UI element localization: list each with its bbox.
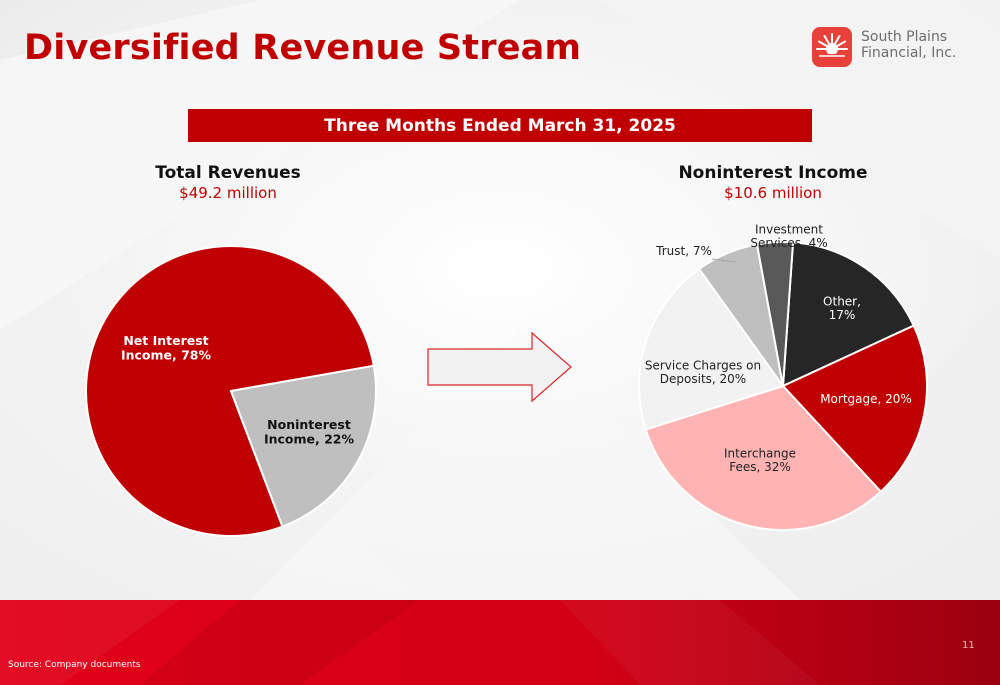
leader-line-trust xyxy=(711,258,737,263)
noninterest-income-pie: Other, 17% Mortgage, 20% Interchange Fees, 3… xyxy=(638,222,928,531)
noninterest-income-title: Noninterest Income xyxy=(678,163,868,183)
source-note: Source: Company documents xyxy=(8,660,141,670)
data-label-trust: Trust, 7% xyxy=(655,244,712,258)
noninterest-income-amount: $10.6 million xyxy=(724,184,822,202)
pie-slice-investment-services xyxy=(755,241,795,387)
right-arrow-icon xyxy=(427,331,572,403)
footer-band xyxy=(0,600,1000,685)
pie-slice-other xyxy=(781,241,916,388)
pie-slice-interchange-fees xyxy=(644,384,883,531)
charts-canvas: Net Interest Income, 78% Noninterest Income… xyxy=(85,222,928,537)
total-revenues-title: Total Revenues xyxy=(155,163,301,183)
data-label-mortgage: Mortgage, 20% xyxy=(820,392,912,406)
pie-slice-noninterest-income xyxy=(229,364,377,528)
total-revenues-heading: Total Revenues $49.2 million xyxy=(78,163,378,203)
data-label-other: Other, 17% xyxy=(823,294,861,322)
total-revenues-amount: $49.2 million xyxy=(179,184,277,202)
data-label-service-charges-on-deposits: Service Charges on Deposits, 20% xyxy=(645,358,761,386)
pie-slice-service-charges-on-deposits xyxy=(638,267,785,431)
data-label-interchange-fees: Interchange Fees, 32% xyxy=(724,446,796,474)
radiating-sun-icon xyxy=(812,27,852,67)
period-banner: Three Months Ended March 31, 2025 xyxy=(188,109,812,142)
page-title: Diversified Revenue Stream xyxy=(24,28,582,68)
pie-slice-net-interest-income xyxy=(85,245,375,537)
noninterest-income-heading: Noninterest Income $10.6 million xyxy=(623,163,923,203)
total-revenues-pie: Net Interest Income, 78% Noninterest Income… xyxy=(85,245,377,537)
company-name-line-1: South Plains xyxy=(861,29,948,45)
data-label-investment-services: Investment Services, 4% xyxy=(750,222,827,250)
data-label-net-interest-income: Net Interest Income, 78% xyxy=(121,333,212,362)
pie-slice-mortgage xyxy=(781,324,928,494)
page-number: 11 xyxy=(962,640,975,651)
data-label-noninterest-income: Noninterest Income, 22% xyxy=(264,417,355,446)
company-name-line-2: Financial, Inc. xyxy=(861,45,957,61)
company-logo: South Plains Financial, Inc. xyxy=(812,27,982,67)
